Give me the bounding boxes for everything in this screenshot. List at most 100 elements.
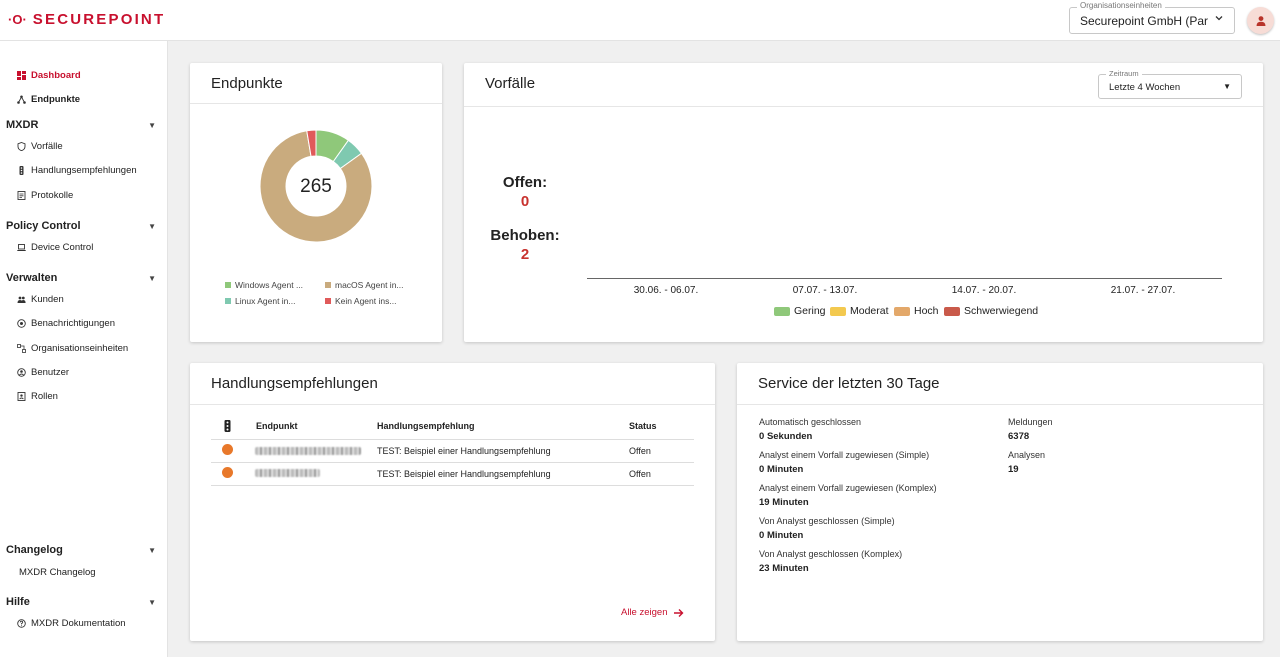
legend-item-windows[interactable]: Windows Agent ... bbox=[225, 280, 303, 290]
sidebar-item-organisationseinheiten[interactable]: Organisationseinheiten bbox=[17, 343, 128, 354]
sidebar-item-kunden[interactable]: Kunden bbox=[17, 294, 64, 305]
section-title: MXDR bbox=[6, 119, 39, 131]
table-cell-empfehlung[interactable]: TEST: Beispiel einer Handlungsempfehlung bbox=[377, 446, 551, 456]
sidebar-item-mxdr-changelog[interactable]: MXDR Changelog bbox=[19, 567, 96, 578]
laptop-icon bbox=[17, 244, 26, 251]
traffic-light-icon bbox=[19, 166, 24, 175]
caret-down-icon: ▼ bbox=[148, 273, 156, 283]
legend-swatch bbox=[894, 306, 910, 316]
table-cell-status: Offen bbox=[629, 446, 651, 456]
service-metric-label: Automatisch geschlossen bbox=[759, 417, 862, 427]
column-header-status[interactable]: Status bbox=[629, 421, 657, 431]
service-metric-value: 6378 bbox=[1008, 431, 1030, 442]
service-metric-label: Analyst einem Vorfall zugewiesen (Komple… bbox=[759, 483, 937, 493]
help-icon bbox=[17, 619, 26, 628]
securepoint-logo[interactable]: ·O· SECUREPOINT bbox=[8, 11, 165, 28]
legend-label: Linux Agent in... bbox=[235, 296, 296, 306]
severity-legend-schwerwiegend[interactable]: Schwerwiegend bbox=[944, 305, 1038, 317]
column-header-endpunkt[interactable]: Endpunkt bbox=[256, 421, 298, 431]
sidebar-item-handlungsempfehlungen[interactable]: Handlungsempfehlungen bbox=[17, 165, 137, 176]
org-unit-label: Organisationseinheiten bbox=[1077, 1, 1165, 10]
service-metric-value: 23 Minuten bbox=[759, 563, 809, 574]
metric-unit: Minuten bbox=[772, 563, 809, 574]
sidebar-item-benutzer[interactable]: Benutzer bbox=[17, 367, 69, 378]
sidebar-item-device-control[interactable]: Device Control bbox=[17, 242, 93, 253]
sidebar-item-rollen[interactable]: Rollen bbox=[17, 391, 58, 402]
legend-label: Moderat bbox=[850, 305, 889, 317]
user-circle-icon bbox=[17, 368, 26, 377]
severity-legend-moderat[interactable]: Moderat bbox=[830, 305, 889, 317]
legend-item-macos[interactable]: macOS Agent in... bbox=[325, 280, 404, 290]
org-unit-select[interactable]: Organisationseinheiten Securepoint GmbH … bbox=[1069, 1, 1235, 34]
shield-icon bbox=[17, 142, 26, 151]
metric-unit: Minuten bbox=[766, 530, 804, 541]
grid-icon bbox=[17, 71, 26, 80]
sidebar-item-label: Handlungsempfehlungen bbox=[31, 165, 137, 176]
document-icon bbox=[17, 191, 26, 200]
legend-swatch bbox=[325, 282, 331, 288]
sidebar-item-protokolle[interactable]: Protokolle bbox=[17, 190, 73, 201]
card-divider bbox=[190, 103, 442, 104]
alle-zeigen-label: Alle zeigen bbox=[621, 607, 668, 618]
sidebar-section-mxdr[interactable]: MXDR ▼ bbox=[6, 119, 156, 131]
sidebar-item-label: Benachrichtigungen bbox=[31, 318, 115, 329]
bell-icon bbox=[17, 319, 26, 328]
legend-swatch bbox=[325, 298, 331, 304]
top-bar: ·O· SECUREPOINT Organisationseinheiten S… bbox=[0, 0, 1280, 41]
sidebar-item-vorfaelle[interactable]: Vorfälle bbox=[17, 141, 63, 152]
sidebar-item-benachrichtigungen[interactable]: Benachrichtigungen bbox=[17, 318, 115, 329]
donut-slice[interactable] bbox=[259, 130, 373, 243]
severity-legend-gering[interactable]: Gering bbox=[774, 305, 826, 317]
sidebar-section-hilfe[interactable]: Hilfe ▼ bbox=[6, 596, 156, 608]
sidebar-item-label: Rollen bbox=[31, 391, 58, 402]
legend-swatch bbox=[225, 298, 231, 304]
arrow-right-icon bbox=[674, 608, 684, 617]
metric-unit: Sekunden bbox=[766, 431, 813, 442]
sidebar-item-label: Kunden bbox=[31, 294, 64, 305]
sidebar-section-verwalten[interactable]: Verwalten ▼ bbox=[6, 272, 156, 284]
donut-slice[interactable] bbox=[306, 129, 317, 157]
sidebar-item-label: Dashboard bbox=[31, 70, 81, 81]
severity-legend-hoch[interactable]: Hoch bbox=[894, 305, 939, 317]
column-header-handlungsempfehlung[interactable]: Handlungsempfehlung bbox=[377, 421, 475, 431]
sidebar-item-dashboard[interactable]: Dashboard bbox=[17, 70, 81, 81]
row-divider bbox=[211, 439, 694, 440]
sidebar-item-label: MXDR Changelog bbox=[19, 567, 96, 578]
user-avatar[interactable] bbox=[1247, 7, 1274, 34]
sidebar-item-label: Protokolle bbox=[31, 190, 74, 201]
legend-label: Gering bbox=[794, 305, 826, 317]
id-badge-icon bbox=[17, 392, 26, 401]
sidebar-item-label: Organisationseinheiten bbox=[31, 343, 129, 354]
traffic-light-icon bbox=[224, 420, 231, 432]
week-label: 21.07. - 27.07. bbox=[1110, 285, 1176, 296]
legend-item-linux[interactable]: Linux Agent in... bbox=[225, 296, 296, 306]
sidebar-section-policy-control[interactable]: Policy Control ▼ bbox=[6, 220, 156, 232]
service-metric-label: Analysen bbox=[1008, 450, 1046, 460]
service-metric-label: Analyst einem Vorfall zugewiesen (Simple… bbox=[759, 450, 930, 460]
legend-label: macOS Agent in... bbox=[335, 280, 404, 290]
legend-swatch bbox=[944, 306, 960, 316]
alle-zeigen-link[interactable]: Alle zeigen bbox=[621, 607, 684, 618]
endpunkte-title: Endpunkte bbox=[211, 75, 283, 92]
legend-label: Hoch bbox=[914, 305, 939, 317]
service-metric-value: 19 Minuten bbox=[759, 497, 809, 508]
service-metric-value: 0 Minuten bbox=[759, 530, 803, 541]
offen-label: Offen: bbox=[502, 174, 548, 191]
legend-label: Windows Agent ... bbox=[235, 280, 304, 290]
metric-unit: Minuten bbox=[772, 497, 809, 508]
card-divider bbox=[190, 404, 715, 405]
zeitraum-select[interactable]: Zeitraum Letzte 4 Wochen ▼ bbox=[1098, 69, 1242, 99]
status-dot bbox=[222, 467, 233, 478]
sidebar-item-endpunkte[interactable]: Endpunkte bbox=[17, 94, 80, 105]
legend-item-kein-agent[interactable]: Kein Agent ins... bbox=[325, 296, 396, 306]
metric-number: 23 bbox=[759, 563, 770, 574]
logo-mark: ·O· bbox=[8, 12, 27, 27]
metric-unit: Minuten bbox=[766, 464, 804, 475]
logo-text: SECUREPOINT bbox=[32, 11, 166, 28]
table-cell-empfehlung[interactable]: TEST: Beispiel einer Handlungsempfehlung bbox=[377, 469, 551, 479]
sidebar-section-changelog[interactable]: Changelog ▼ bbox=[6, 544, 156, 556]
org-unit-value: Securepoint GmbH (Partner) bbox=[1080, 14, 1208, 28]
service-metric-label: Von Analyst geschlossen (Simple) bbox=[759, 516, 895, 526]
sidebar-item-mxdr-dokumentation[interactable]: MXDR Dokumentation bbox=[17, 618, 126, 629]
vorfaelle-title: Vorfälle bbox=[485, 75, 536, 92]
